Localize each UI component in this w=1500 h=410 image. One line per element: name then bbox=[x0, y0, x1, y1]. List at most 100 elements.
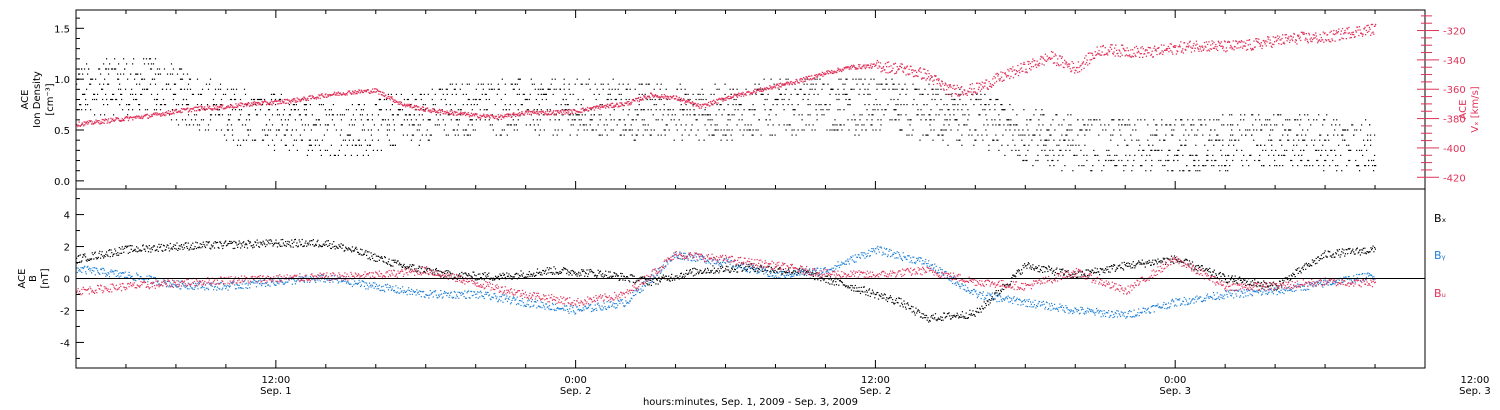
vx-point bbox=[142, 116, 145, 118]
density-point bbox=[1069, 149, 1071, 151]
density-point bbox=[957, 109, 959, 111]
vx-point bbox=[414, 105, 416, 108]
density-point bbox=[209, 114, 212, 116]
density-point bbox=[147, 63, 150, 65]
density-point bbox=[490, 83, 492, 85]
density-point bbox=[102, 88, 104, 90]
vx-point bbox=[1252, 48, 1254, 51]
density-point bbox=[180, 78, 183, 80]
density-point bbox=[703, 139, 705, 141]
density-point bbox=[783, 124, 785, 126]
density-point bbox=[1229, 139, 1231, 141]
density-point bbox=[819, 78, 821, 80]
density-point bbox=[859, 88, 861, 90]
vx-point bbox=[404, 104, 406, 106]
density-point bbox=[295, 104, 297, 106]
vx-point bbox=[1147, 46, 1149, 49]
bx-point bbox=[96, 258, 98, 260]
vx-point bbox=[1137, 47, 1139, 50]
vx-point bbox=[475, 112, 477, 115]
density-point bbox=[119, 83, 121, 85]
density-point bbox=[1349, 159, 1351, 162]
vx-point bbox=[462, 112, 464, 114]
density-point bbox=[618, 93, 620, 95]
bx-point bbox=[322, 244, 324, 246]
density-point bbox=[809, 88, 811, 90]
density-point bbox=[257, 98, 260, 101]
vx-point bbox=[659, 96, 662, 98]
density-point bbox=[1278, 114, 1280, 116]
vx-point bbox=[550, 113, 552, 116]
density-point bbox=[274, 104, 277, 106]
vx-point bbox=[863, 64, 865, 66]
vx-point bbox=[950, 86, 952, 88]
vx-point bbox=[951, 92, 953, 95]
vx-point bbox=[177, 111, 179, 113]
density-point bbox=[815, 104, 817, 106]
density-point bbox=[543, 129, 545, 131]
density-point bbox=[699, 93, 701, 95]
vx-point bbox=[507, 113, 509, 115]
density-point bbox=[1373, 170, 1375, 172]
vx-point bbox=[1120, 44, 1123, 46]
vx-point bbox=[847, 66, 850, 68]
density-point bbox=[947, 109, 949, 111]
bx-point bbox=[219, 241, 221, 243]
vx-point bbox=[1211, 40, 1213, 42]
bx-point bbox=[133, 249, 135, 251]
density-point bbox=[760, 93, 762, 95]
density-point bbox=[377, 129, 379, 131]
density-point bbox=[445, 88, 447, 90]
vx-point bbox=[1269, 39, 1271, 41]
density-point bbox=[657, 134, 659, 136]
vx-point bbox=[480, 117, 482, 119]
density-point bbox=[720, 129, 722, 131]
density-point bbox=[1030, 119, 1032, 121]
vx-point bbox=[906, 66, 908, 68]
density-point bbox=[932, 139, 934, 141]
bx-point bbox=[213, 242, 215, 244]
density-point bbox=[286, 124, 288, 126]
vx-point bbox=[531, 110, 533, 113]
bx-point bbox=[92, 254, 94, 256]
vx-point bbox=[1239, 41, 1241, 43]
density-point bbox=[497, 83, 499, 85]
vx-point bbox=[162, 112, 164, 114]
density-point bbox=[100, 73, 102, 75]
bx-point bbox=[121, 246, 123, 248]
density-point bbox=[633, 139, 635, 141]
density-point bbox=[846, 78, 848, 80]
vx-point bbox=[398, 101, 400, 103]
density-point bbox=[780, 93, 782, 95]
density-point bbox=[647, 83, 649, 85]
vx-point bbox=[1219, 42, 1221, 45]
density-point bbox=[1323, 170, 1325, 172]
vx-point bbox=[1132, 49, 1134, 51]
vx-point bbox=[1222, 46, 1224, 48]
vx-point bbox=[653, 95, 655, 97]
density-point bbox=[102, 98, 104, 101]
density-point bbox=[934, 98, 936, 101]
density-point bbox=[404, 114, 406, 116]
density-point bbox=[390, 93, 392, 95]
density-point bbox=[407, 98, 409, 101]
vx-point bbox=[1071, 61, 1073, 63]
vx-point bbox=[1198, 45, 1201, 47]
density-point bbox=[1070, 114, 1072, 116]
vx-point bbox=[1151, 50, 1153, 52]
vx-point bbox=[724, 99, 726, 101]
density-point bbox=[920, 109, 922, 111]
density-point bbox=[719, 104, 721, 106]
density-point bbox=[513, 124, 515, 126]
vx-point bbox=[896, 71, 898, 73]
vx-point bbox=[1350, 36, 1352, 39]
density-point bbox=[1165, 124, 1167, 126]
vx-point bbox=[132, 116, 135, 118]
density-point bbox=[1003, 109, 1005, 111]
density-point bbox=[689, 114, 691, 116]
vx-point bbox=[239, 104, 241, 106]
density-point bbox=[512, 119, 514, 121]
density-point bbox=[141, 93, 143, 95]
vx-point bbox=[595, 107, 597, 109]
density-point bbox=[112, 98, 114, 101]
